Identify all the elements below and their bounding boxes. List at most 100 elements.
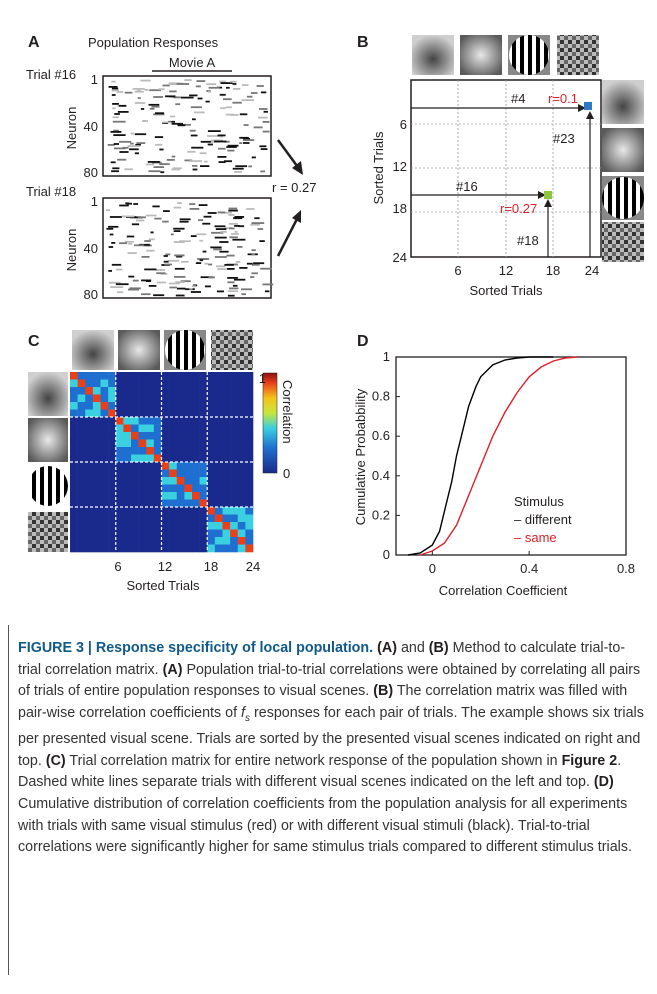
- heatmap-cell: [222, 522, 231, 530]
- heatmap-cell: [245, 379, 254, 388]
- heatmap-cell: [237, 537, 246, 545]
- heatmap-cell: [214, 379, 223, 388]
- ytick-b-12: 12: [393, 159, 407, 174]
- heatmap-cell: [237, 529, 246, 538]
- plot-frame: [395, 356, 627, 556]
- heatmap-cell: [85, 439, 94, 448]
- spike-mark: [246, 262, 253, 265]
- ytick-label-d: 0: [383, 547, 390, 562]
- heatmap-cell: [123, 529, 132, 538]
- heatmap-cell: [176, 462, 185, 470]
- heatmap-cell: [230, 432, 239, 440]
- spike-mark: [246, 208, 255, 210]
- heatmap-cell: [184, 544, 193, 553]
- heatmap-cell: [123, 522, 132, 530]
- spike-mark: [228, 214, 235, 216]
- heatmap-cell: [131, 387, 139, 395]
- spike-mark: [251, 253, 256, 256]
- spike-mark: [111, 242, 116, 244]
- raster-trial-16: [102, 75, 272, 177]
- heatmap-cell: [237, 394, 246, 403]
- spike-mark: [229, 114, 239, 116]
- heatmap-cell: [77, 424, 86, 433]
- heatmap-cell: [199, 492, 208, 500]
- spike-mark: [136, 142, 146, 144]
- heatmap-cell: [192, 462, 200, 470]
- heatmap-cell: [108, 387, 117, 395]
- heatmap-cell: [207, 402, 216, 410]
- heatmap-cell: [245, 454, 254, 463]
- ytick-a1-80: 80: [84, 165, 98, 180]
- heatmap-cell: [245, 492, 254, 500]
- heatmap-cell: [70, 387, 78, 395]
- heatmap-cell: [100, 424, 109, 433]
- heatmap-cell: [176, 387, 185, 395]
- heatmap-cell: [70, 402, 78, 410]
- heatmap-cell: [245, 522, 254, 530]
- spike-mark: [193, 111, 205, 114]
- heatmap-cell: [131, 409, 139, 418]
- heatmap-cell: [123, 417, 132, 425]
- spike-mark: [134, 133, 147, 136]
- spike-mark: [129, 148, 139, 151]
- spike-mark: [173, 230, 181, 232]
- heatmap-cell: [131, 522, 139, 530]
- thumb-checkerboard: [557, 35, 599, 75]
- heatmap-cell: [108, 417, 117, 425]
- heatmap-cell: [214, 477, 223, 485]
- heatmap-cell: [92, 499, 101, 508]
- heatmap-cell: [192, 394, 200, 403]
- heatmap-cell: [153, 439, 162, 448]
- heatmap-cell: [169, 462, 178, 470]
- spike-mark: [159, 163, 170, 165]
- heatmap-cell: [192, 492, 200, 500]
- heatmap-cell: [146, 372, 155, 380]
- spike-mark: [243, 124, 249, 126]
- spike-mark: [202, 222, 211, 225]
- spike-mark: [169, 286, 178, 289]
- heatmap-cell: [123, 394, 132, 403]
- heatmap-cell: [245, 477, 254, 485]
- spike-mark: [149, 107, 155, 110]
- heatmap-cell: [214, 432, 223, 440]
- spike-mark: [163, 210, 170, 212]
- heatmap-cell: [131, 439, 139, 448]
- heatmap-cell: [92, 394, 101, 403]
- spike-mark: [260, 267, 272, 270]
- heatmap-cell: [214, 372, 223, 380]
- heatmap-cell: [131, 537, 139, 545]
- ytick-a2-1: 1: [91, 194, 98, 209]
- heatmap-cell: [192, 544, 200, 553]
- spike-mark: [202, 250, 207, 253]
- heatmap-cell: [85, 432, 94, 440]
- heatmap-cell: [77, 447, 86, 455]
- heatmap-cell: [153, 394, 162, 403]
- legend-title: Stimulus: [514, 494, 564, 509]
- heatmap-cell: [237, 507, 246, 515]
- heatmap-cell: [115, 544, 124, 553]
- spike-mark: [189, 129, 196, 132]
- heatmap-cell: [207, 529, 216, 538]
- spike-mark: [232, 238, 246, 241]
- heatmap-cell: [176, 544, 185, 553]
- heatmap-cell: [131, 492, 139, 500]
- heatmap-cell: [146, 462, 155, 470]
- heatmap-cell: [77, 439, 86, 448]
- spike-mark: [216, 290, 224, 293]
- heatmap-cell: [192, 447, 200, 455]
- heatmap-cell: [115, 537, 124, 545]
- heatmap-cell: [70, 447, 78, 455]
- cdf-plot: 0 0.2 0.4 0.6 0.8 1 0 0.4 0.8: [372, 349, 635, 576]
- correlation-heatmap: [70, 372, 254, 553]
- spike-mark: [151, 105, 160, 108]
- ytick-a1-40: 40: [84, 119, 98, 134]
- spike-mark: [180, 280, 191, 283]
- spike-mark: [208, 276, 215, 279]
- ytick-b-18: 18: [393, 201, 407, 216]
- heatmap-cell: [222, 394, 231, 403]
- spike-mark: [112, 116, 119, 119]
- ann-trial-23: #23: [553, 131, 575, 146]
- spike-mark: [195, 85, 201, 88]
- heatmap-cell: [161, 379, 170, 388]
- spike-mark: [220, 82, 233, 84]
